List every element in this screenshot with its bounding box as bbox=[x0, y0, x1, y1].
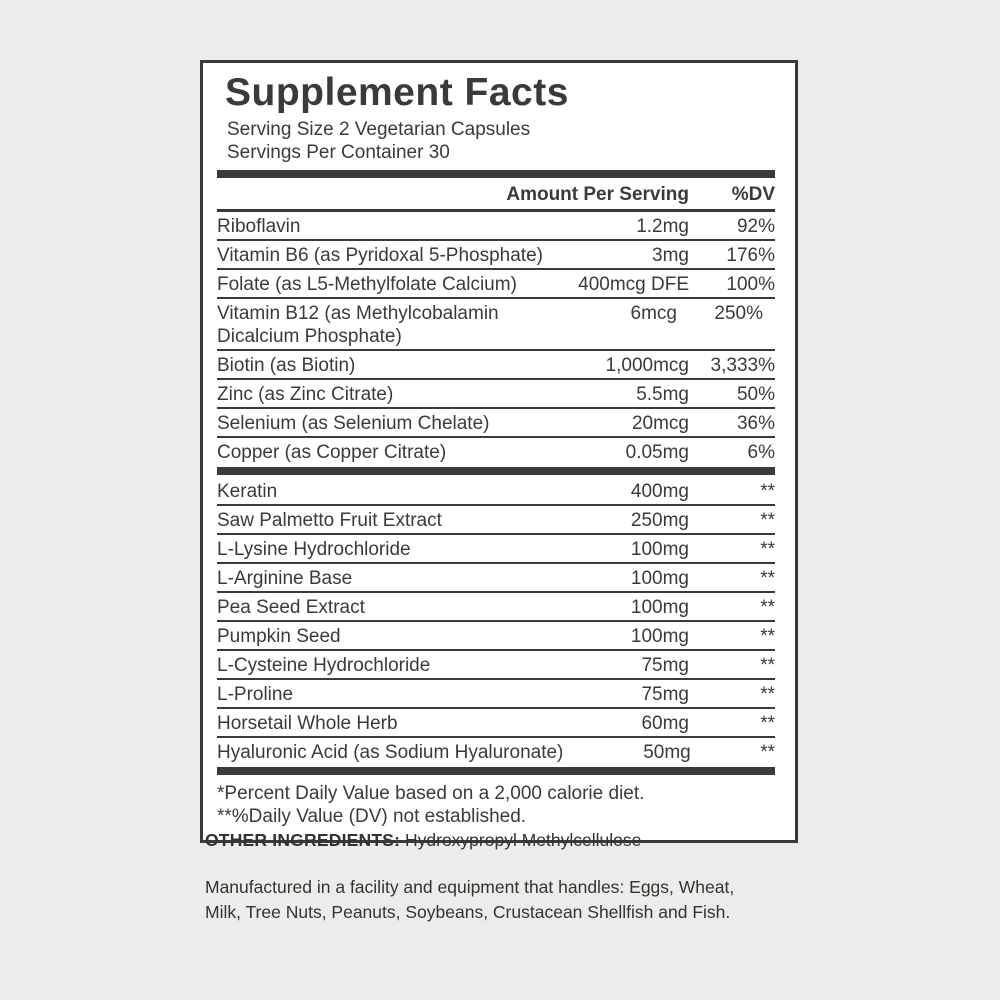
nutrient-name: Folate (as L5-Methylfolate Calcium) bbox=[217, 274, 517, 295]
nutrient-dv: 50% bbox=[736, 384, 775, 405]
ingredient-dv: ** bbox=[760, 684, 775, 705]
below-panel-text: OTHER INGREDIENTS: Hydroxypropyl Methylc… bbox=[205, 828, 765, 925]
serving-size-text: Serving Size 2 Vegetarian Capsules bbox=[227, 119, 531, 140]
nutrient-amount: 0.05mg bbox=[625, 442, 689, 463]
allergen-notice: Manufactured in a facility and equipment… bbox=[205, 877, 735, 922]
nutrient-dv: 6% bbox=[747, 442, 775, 463]
ingredient-amount: 100mg bbox=[630, 568, 689, 589]
table-row: Vitamin B6 (as Pyridoxal 5-Phosphate) 3m… bbox=[217, 241, 775, 270]
table-row: Biotin (as Biotin) 1,000mcg 3,333% bbox=[217, 351, 775, 380]
ingredient-name: L-Lysine Hydrochloride bbox=[217, 539, 411, 560]
table-row: Copper (as Copper Citrate) 0.05mg 6% bbox=[217, 438, 775, 465]
blend-section: Keratin 400mg ** Saw Palmetto Fruit Extr… bbox=[217, 477, 775, 765]
table-row: Vitamin B12 (as Methylcobalamin Dicalciu… bbox=[217, 299, 775, 351]
ingredient-name: Keratin bbox=[217, 481, 278, 502]
ingredient-dv: ** bbox=[760, 568, 775, 589]
other-ingredients-value: Hydroxypropyl Methylcellulose bbox=[400, 830, 642, 850]
table-row: L-Cysteine Hydrochloride 75mg ** bbox=[217, 651, 775, 680]
column-header-amount: Amount Per Serving bbox=[506, 184, 689, 205]
footnote-daily-value: *Percent Daily Value based on a 2,000 ca… bbox=[217, 783, 645, 804]
ingredient-name: L-Proline bbox=[217, 684, 294, 705]
ingredient-amount: 75mg bbox=[641, 684, 689, 705]
ingredient-dv: ** bbox=[760, 481, 775, 502]
other-ingredients-label: OTHER INGREDIENTS: bbox=[205, 830, 401, 850]
nutrient-name: Riboflavin bbox=[217, 216, 301, 237]
ingredient-amount: 250mg bbox=[630, 510, 689, 531]
nutrient-name: Biotin (as Biotin) bbox=[217, 355, 356, 376]
nutrient-name: Selenium (as Selenium Chelate) bbox=[217, 413, 490, 434]
ingredient-amount: 100mg bbox=[630, 539, 689, 560]
footnote-dv-not-established: **%Daily Value (DV) not established. bbox=[217, 806, 527, 827]
table-row: Hyaluronic Acid (as Sodium Hyaluronate) … bbox=[217, 738, 775, 765]
table-row: Folate (as L5-Methylfolate Calcium) 400m… bbox=[217, 270, 775, 299]
table-row: L-Arginine Base 100mg ** bbox=[217, 564, 775, 593]
footnotes: *Percent Daily Value based on a 2,000 ca… bbox=[217, 777, 775, 830]
nutrient-amount: 3mg bbox=[652, 245, 689, 266]
nutrient-amount: 1.2mg bbox=[636, 216, 689, 237]
divider-bar-top bbox=[217, 170, 775, 178]
table-row: Horsetail Whole Herb 60mg ** bbox=[217, 709, 775, 738]
ingredient-name: Pea Seed Extract bbox=[217, 597, 365, 618]
ingredient-name: L-Arginine Base bbox=[217, 568, 353, 589]
nutrient-dv: 100% bbox=[726, 274, 775, 295]
nutrient-dv: 3,333% bbox=[710, 355, 775, 376]
nutrients-section: Riboflavin 1.2mg 92% Vitamin B6 (as Pyri… bbox=[217, 212, 775, 465]
ingredient-dv: ** bbox=[760, 626, 775, 647]
nutrient-name: Vitamin B6 (as Pyridoxal 5-Phosphate) bbox=[217, 245, 543, 266]
table-row: L-Proline 75mg ** bbox=[217, 680, 775, 709]
table-row: Zinc (as Zinc Citrate) 5.5mg 50% bbox=[217, 380, 775, 409]
panel-title: Supplement Facts bbox=[225, 71, 569, 114]
table-row: Pumpkin Seed 100mg ** bbox=[217, 622, 775, 651]
ingredient-amount: 60mg bbox=[641, 713, 689, 734]
ingredient-name: Hyaluronic Acid (as Sodium Hyaluronate) bbox=[217, 742, 564, 763]
ingredient-dv: ** bbox=[760, 655, 775, 676]
table-header-row: Amount Per Serving %DV bbox=[217, 178, 775, 212]
table-row: Selenium (as Selenium Chelate) 20mcg 36% bbox=[217, 409, 775, 438]
ingredient-amount: 400mg bbox=[630, 481, 689, 502]
table-row: Saw Palmetto Fruit Extract 250mg ** bbox=[217, 506, 775, 535]
ingredient-amount: 75mg bbox=[641, 655, 689, 676]
nutrient-dv: 176% bbox=[726, 245, 775, 266]
ingredient-amount: 100mg bbox=[630, 597, 689, 618]
nutrient-amount: 20mcg bbox=[631, 413, 689, 434]
nutrient-amount: 5.5mg bbox=[636, 384, 689, 405]
ingredient-amount: 100mg bbox=[630, 626, 689, 647]
table-row: Riboflavin 1.2mg 92% bbox=[217, 212, 775, 241]
nutrient-amount: 1,000mcg bbox=[605, 355, 689, 376]
ingredient-dv: ** bbox=[760, 597, 775, 618]
supplement-facts-panel: Supplement Facts Serving Size 2 Vegetari… bbox=[200, 60, 798, 843]
nutrient-amount: 6mcg bbox=[630, 303, 677, 324]
nutrient-dv: 92% bbox=[736, 216, 775, 237]
other-ingredients-line: OTHER INGREDIENTS: Hydroxypropyl Methylc… bbox=[205, 828, 765, 853]
nutrient-dv: 36% bbox=[736, 413, 775, 434]
nutrient-name: Copper (as Copper Citrate) bbox=[217, 442, 447, 463]
ingredient-name: Pumpkin Seed bbox=[217, 626, 341, 647]
ingredient-name: L-Cysteine Hydrochloride bbox=[217, 655, 431, 676]
ingredient-name: Saw Palmetto Fruit Extract bbox=[217, 510, 442, 531]
ingredient-dv: ** bbox=[760, 713, 775, 734]
table-row: Pea Seed Extract 100mg ** bbox=[217, 593, 775, 622]
table-row: L-Lysine Hydrochloride 100mg ** bbox=[217, 535, 775, 564]
ingredient-amount: 50mg bbox=[643, 742, 691, 763]
nutrient-amount: 400mcg DFE bbox=[578, 274, 689, 295]
nutrient-name: Vitamin B12 (as Methylcobalamin Dicalciu… bbox=[217, 303, 499, 347]
ingredient-dv: ** bbox=[760, 539, 775, 560]
nutrient-dv: 250% bbox=[714, 303, 763, 324]
divider-bar-bottom bbox=[217, 767, 775, 775]
ingredient-name: Horsetail Whole Herb bbox=[217, 713, 398, 734]
table-row: Keratin 400mg ** bbox=[217, 477, 775, 506]
servings-per-container-text: Servings Per Container 30 bbox=[227, 142, 450, 163]
divider-bar-middle bbox=[217, 467, 775, 475]
ingredient-dv: ** bbox=[760, 510, 775, 531]
nutrient-name: Zinc (as Zinc Citrate) bbox=[217, 384, 394, 405]
column-header-dv: %DV bbox=[731, 184, 775, 205]
ingredient-dv: ** bbox=[760, 742, 775, 763]
